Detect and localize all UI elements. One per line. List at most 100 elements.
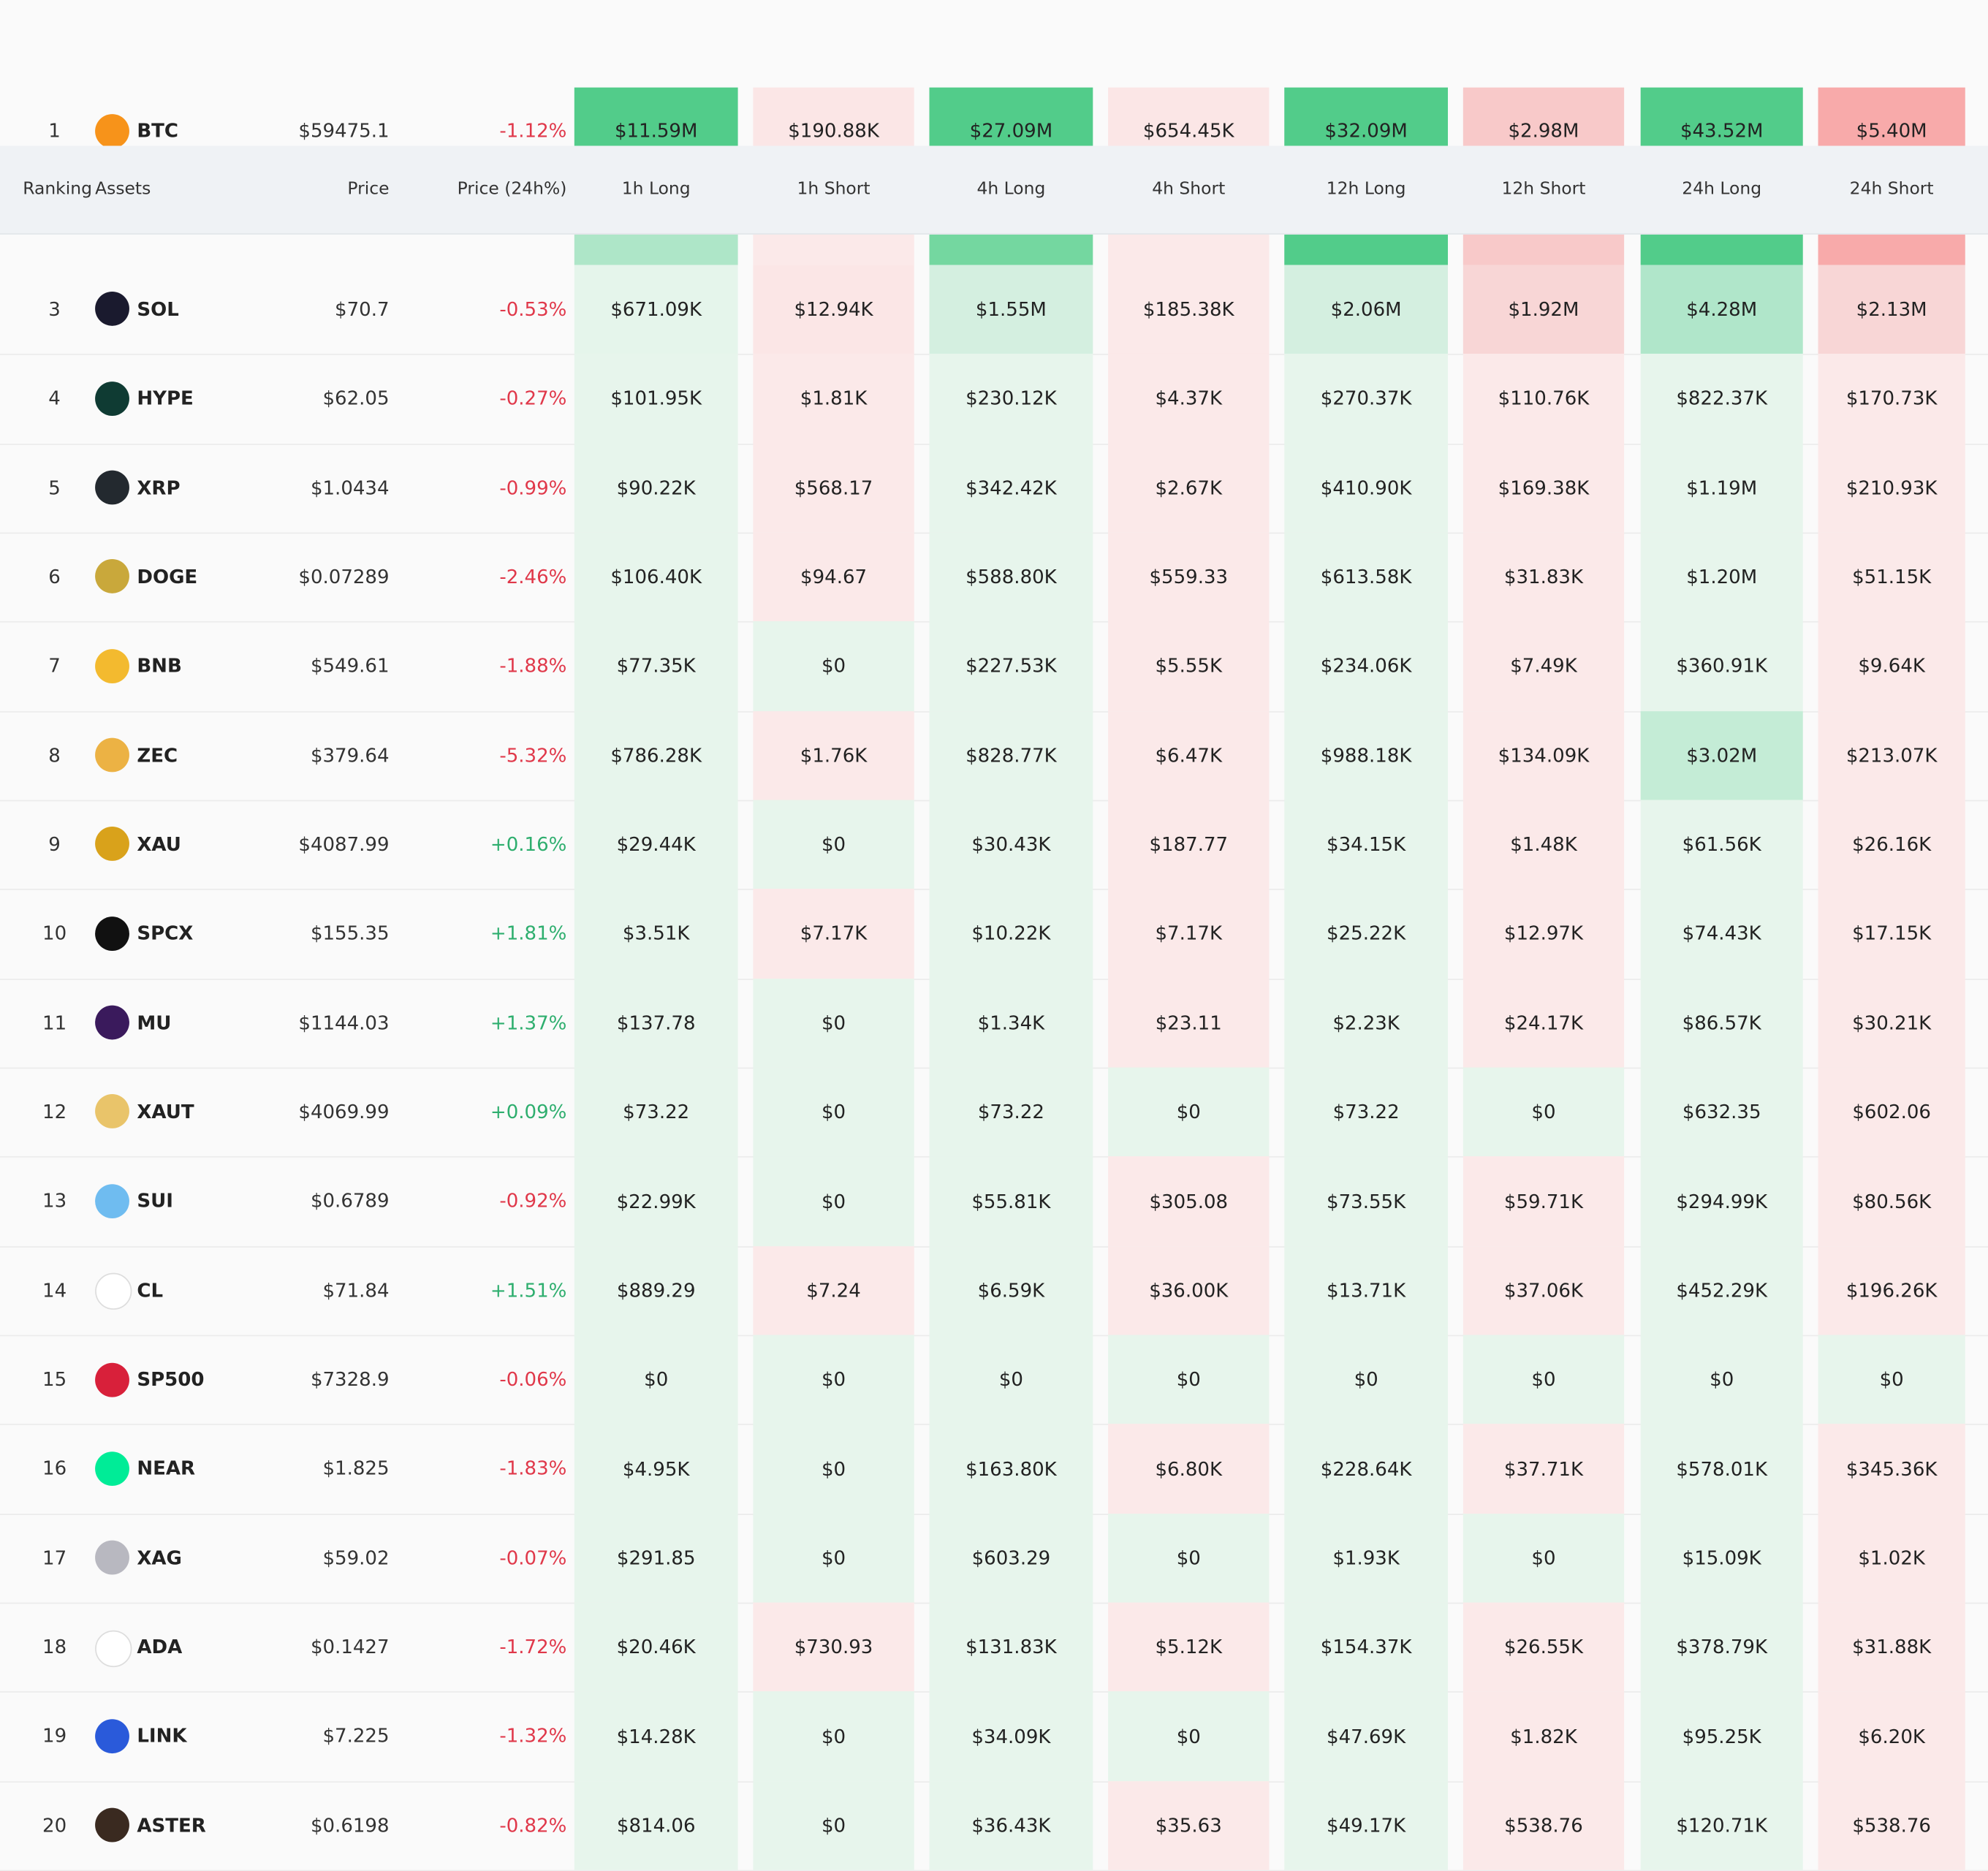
table-header: Ranking Assets Price Price (24h%) 1h Long 1h …	[0, 145, 1988, 235]
price-change: -0.82%	[499, 1813, 567, 1837]
table-row[interactable]: 20 ASTER $0.6198 -0.82% $814.06 $0 $36.43K $35.…	[0, 1780, 1988, 1870]
column-header[interactable]: 4h Long	[976, 178, 1046, 200]
price: $0.6198	[310, 1813, 390, 1837]
price-change: +0.09%	[490, 1100, 567, 1123]
price-change: +1.81%	[490, 922, 567, 945]
asset-icon	[95, 648, 129, 683]
liquidation-cell: $360.91K	[1640, 621, 1803, 711]
price-change: -0.07%	[499, 1546, 567, 1570]
table-row[interactable]: 5 XRP $1.0434 -0.99% $90.22K $568.17 $342.42K $…	[0, 443, 1988, 533]
table-row[interactable]: 14 CL $71.84 +1.51% $889.29 $7.24 $6.59K $36.00…	[0, 1245, 1988, 1335]
liquidation-cell: $1.81K	[753, 354, 914, 444]
table-row[interactable]: 4 HYPE $62.05 -0.27% $101.95K $1.81K $230.12K $…	[0, 354, 1988, 444]
liquidation-cell: $559.33	[1108, 532, 1270, 622]
liquidation-cell: $31.88K	[1818, 1602, 1965, 1692]
rank: 13	[42, 1189, 67, 1212]
asset-name: HYPE	[137, 387, 194, 410]
asset-name: XAU	[137, 832, 181, 856]
column-header[interactable]: Price (24h%)	[457, 178, 567, 200]
table-row[interactable]: 11 MU $1144.03 +1.37% $137.78 $0 $1.34K $23.11 $…	[0, 978, 1988, 1068]
liquidation-cell: $1.93K	[1284, 1513, 1449, 1603]
table-row[interactable]: 19 LINK $7.225 -1.32% $14.28K $0 $34.09K $0 $47.…	[0, 1691, 1988, 1781]
liquidation-cell: $120.71K	[1640, 1780, 1803, 1870]
liquidation-cell: $14.28K	[574, 1691, 738, 1781]
liquidation-cell: $106.40K	[574, 532, 738, 622]
column-header[interactable]: 24h Short	[1849, 178, 1934, 200]
table-row[interactable]: 17 XAG $59.02 -0.07% $291.85 $0 $603.29 $0 $1.93…	[0, 1513, 1988, 1603]
liquidation-cell: $294.99K	[1640, 1156, 1803, 1246]
rank: 3	[48, 297, 61, 321]
liquidation-cell: $29.44K	[574, 800, 738, 889]
liquidation-cell: $0	[753, 1691, 914, 1781]
column-header[interactable]: 12h Long	[1326, 178, 1406, 200]
table-row[interactable]: 6 DOGE $0.07289 -2.46% $106.40K $94.67 $588.80…	[0, 532, 1988, 622]
table-row[interactable]: 18 ADA $0.1427 -1.72% $20.46K $730.93 $131.83K…	[0, 1602, 1988, 1692]
price-change: +0.16%	[490, 832, 567, 856]
liquidation-cell: $30.21K	[1818, 978, 1965, 1068]
asset-icon	[95, 292, 129, 327]
column-header[interactable]: 1h Short	[797, 178, 870, 200]
liquidation-cell: $0	[1108, 1067, 1270, 1157]
liquidation-cell: $2.13M	[1818, 265, 1965, 354]
liquidation-cell: $786.28K	[574, 710, 738, 800]
liquidation-cell: $4.28M	[1640, 265, 1803, 354]
table-row[interactable]: 10 SPCX $155.35 +1.81% $3.51K $7.17K $10.22K $7…	[0, 889, 1988, 979]
liquidation-cell: $0	[753, 1424, 914, 1514]
rank: 14	[42, 1278, 67, 1302]
liquidation-cell: $730.93	[753, 1602, 914, 1692]
asset-icon	[95, 1541, 129, 1575]
liquidation-cell: $101.95K	[574, 354, 738, 444]
rank: 8	[48, 743, 61, 767]
liquidation-cell: $568.17	[753, 443, 914, 533]
asset-name: LINK	[137, 1724, 187, 1748]
asset-icon	[95, 381, 129, 416]
price-change: -1.72%	[499, 1635, 567, 1659]
table-row[interactable]: 7 BNB $549.61 -1.88% $77.35K $0 $227.53K $5.55K…	[0, 621, 1988, 711]
column-header[interactable]: Ranking	[23, 178, 92, 200]
liquidation-cell: $25.22K	[1284, 889, 1449, 979]
price: $59475.1	[298, 119, 390, 143]
liquidation-cell: $230.12K	[929, 354, 1093, 444]
asset-name: BTC	[137, 119, 179, 143]
rank: 19	[42, 1724, 67, 1748]
liquidation-cell: $23.11	[1108, 978, 1270, 1068]
liquidation-cell: $187.77	[1108, 800, 1270, 889]
liquidation-cell: $26.16K	[1818, 800, 1965, 889]
asset-name: SPCX	[137, 922, 194, 945]
price-change: -1.12%	[499, 119, 567, 143]
asset-name: SOL	[137, 297, 179, 321]
column-header[interactable]: 24h Long	[1682, 178, 1762, 200]
column-header[interactable]: 4h Short	[1152, 178, 1226, 200]
liquidation-cell: $1.20M	[1640, 532, 1803, 622]
table-row[interactable]: 8 ZEC $379.64 -5.32% $786.28K $1.76K $828.77K $…	[0, 710, 1988, 800]
liquidation-cell: $37.06K	[1462, 1245, 1625, 1335]
liquidation-cell: $61.56K	[1640, 800, 1803, 889]
column-header[interactable]: 12h Short	[1501, 178, 1586, 200]
table-row[interactable]: 16 NEAR $1.825 -1.83% $4.95K $0 $163.80K $6.80K…	[0, 1424, 1988, 1514]
column-header[interactable]: Assets	[95, 178, 151, 200]
liquidation-cell: $345.36K	[1818, 1424, 1965, 1514]
table-row[interactable]: 13 SUI $0.6789 -0.92% $22.99K $0 $55.81K $305.0…	[0, 1156, 1988, 1246]
price: $0.07289	[298, 565, 390, 588]
liquidation-cell: $7.49K	[1462, 621, 1625, 711]
liquidation-cell: $0	[753, 1156, 914, 1246]
rank: 17	[42, 1546, 67, 1570]
table-row[interactable]: 15 SP500 $7328.9 -0.06% $0 $0 $0 $0 $0 $0 $0 $0	[0, 1335, 1988, 1424]
table-row[interactable]: 9 XAU $4087.99 +0.16% $29.44K $0 $30.43K $187.7…	[0, 800, 1988, 889]
liquidation-cell: $7.17K	[753, 889, 914, 979]
asset-icon	[95, 1005, 129, 1040]
liquidation-cell: $603.29	[929, 1513, 1093, 1603]
liquidation-cell: $31.83K	[1462, 532, 1625, 622]
price-change: -0.06%	[499, 1367, 567, 1391]
column-header[interactable]: Price	[347, 178, 390, 200]
liquidation-cell: $602.06	[1818, 1067, 1965, 1157]
liquidation-cell: $0	[753, 1780, 914, 1870]
table-row[interactable]: 3 SOL $70.7 -0.53% $671.09K $12.94K $1.55M $185…	[0, 265, 1988, 354]
liquidation-cell: $95.25K	[1640, 1691, 1803, 1781]
column-header[interactable]: 1h Long	[621, 178, 691, 200]
liquidation-cell: $90.22K	[574, 443, 738, 533]
table-row[interactable]: 12 XAUT $4069.99 +0.09% $73.22 $0 $73.22 $0 $73.…	[0, 1067, 1988, 1157]
liquidation-cell: $588.80K	[929, 532, 1093, 622]
price: $1.0434	[310, 476, 390, 499]
liquidation-cell: $538.76	[1818, 1780, 1965, 1870]
